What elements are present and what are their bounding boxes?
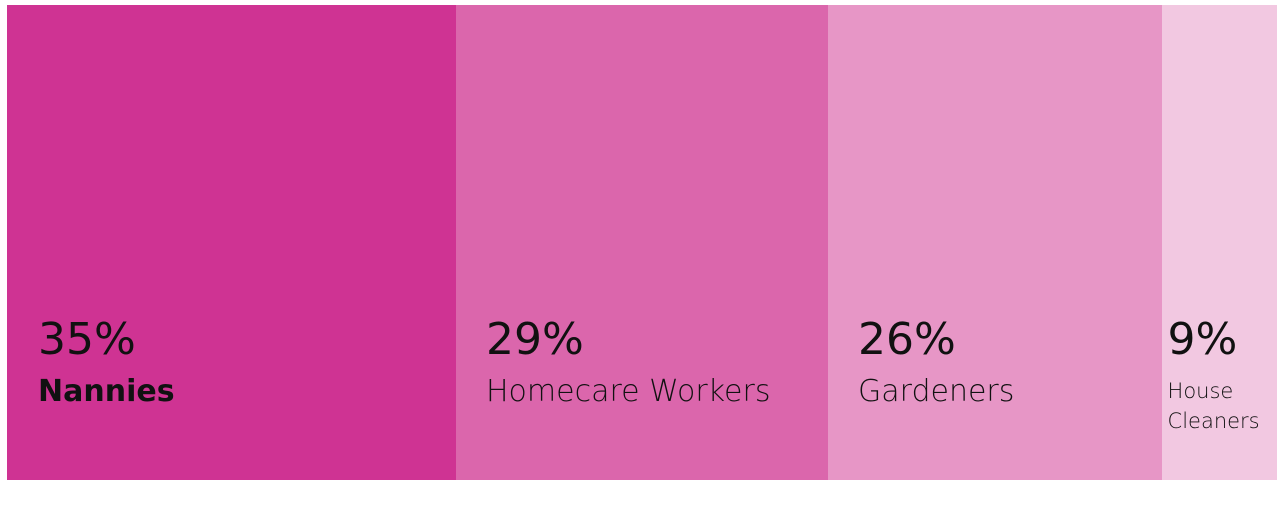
segment-label: 29% Homecare Workers bbox=[486, 310, 824, 414]
segment: 26% Gardeners bbox=[828, 5, 1162, 480]
segment-label: 9% House Cleaners bbox=[1168, 310, 1273, 436]
value-label: 26% bbox=[858, 314, 956, 365]
segment-label: 35% Nannies bbox=[38, 310, 452, 414]
stacked-bar: 35% Nannies 29% Homecare Workers 26% Gardener… bbox=[7, 5, 1277, 480]
category-label: House Cleaners bbox=[1167, 379, 1260, 433]
segment-label: 26% Gardeners bbox=[858, 310, 1158, 414]
segment: 35% Nannies bbox=[7, 5, 456, 480]
category-label: Nannies bbox=[38, 374, 175, 409]
value-label: 9% bbox=[1167, 314, 1238, 365]
segment: 9% House Cleaners bbox=[1161, 5, 1277, 480]
segment: 29% Homecare Workers bbox=[455, 5, 828, 480]
value-label: 35% bbox=[38, 314, 136, 365]
category-label: Homecare Workers bbox=[485, 374, 771, 409]
category-label: Gardeners bbox=[858, 374, 1015, 409]
value-label: 29% bbox=[485, 314, 584, 365]
